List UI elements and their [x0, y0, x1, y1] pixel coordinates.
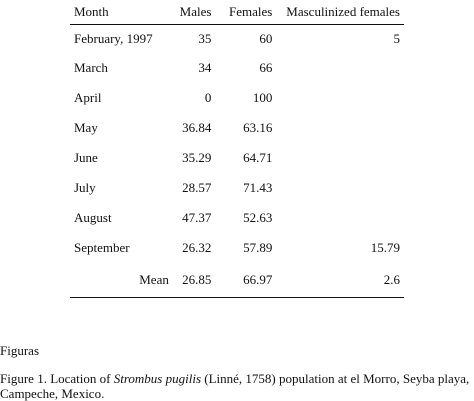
table-row: April 0 100: [70, 83, 404, 113]
cell-masculinized: [272, 173, 404, 203]
header-masculinized-females: Masculinized females: [272, 0, 404, 25]
header-row: Month Males Females Masculinized females: [70, 0, 404, 25]
cell-males: 34: [198, 60, 212, 75]
table-row: July 28.57 71.43: [70, 173, 404, 203]
cell-masculinized: 5: [393, 31, 401, 46]
header-males: Males: [168, 0, 212, 25]
cell-females: 100: [252, 90, 273, 105]
cell-month: August: [74, 210, 112, 225]
table-body: February, 1997 35 60 5 March 34 66 April…: [70, 25, 404, 298]
cell-masculinized: [272, 83, 404, 113]
cell-males: 0: [204, 90, 212, 105]
cell-masculinized: [272, 113, 404, 143]
cell-masculinized: [272, 53, 404, 83]
cell-month: March: [74, 60, 108, 75]
figure-caption: Figure 1. Location of Strombus pugilis (…: [0, 371, 470, 401]
mean-label: Mean: [70, 263, 169, 298]
table-row: May 36.84 63.16: [70, 113, 404, 143]
caption-prefix: Figure 1. Location of: [0, 371, 114, 386]
cell-month: June: [74, 150, 98, 165]
cell-males: 35.29: [182, 150, 212, 165]
caption-species: Strombus pugilis: [113, 371, 202, 386]
cell-masculinized: [272, 203, 404, 233]
cell-masculinized: [272, 143, 404, 173]
cell-month: July: [74, 180, 96, 195]
table-row: September 26.32 57.89 15.79: [70, 233, 404, 263]
mean-females: 66.97: [211, 263, 273, 298]
cell-males: 28.57: [182, 180, 212, 195]
table-row: March 34 66: [70, 53, 404, 83]
header-females: Females: [211, 0, 273, 25]
cell-month: April: [74, 90, 102, 105]
cell-females: 64.71: [243, 150, 273, 165]
cell-females: 63.16: [243, 120, 273, 135]
sex-ratio-table-container: Month Males Females Masculinized females…: [70, 0, 404, 298]
table-row: February, 1997 35 60 5: [70, 25, 404, 54]
sex-ratio-table: Month Males Females Masculinized females…: [70, 0, 404, 298]
cell-males: 26.32: [182, 240, 212, 255]
cell-month: September: [74, 240, 130, 255]
cell-females: 66: [259, 60, 273, 75]
header-month: Month: [70, 0, 169, 25]
cell-females: 71.43: [243, 180, 273, 195]
cell-month: May: [74, 120, 98, 135]
cell-females: 60: [259, 31, 273, 46]
cell-males: 36.84: [182, 120, 212, 135]
table-header: Month Males Females Masculinized females: [70, 0, 404, 25]
cell-males: 47.37: [182, 210, 212, 225]
mean-masculinized: 2.6: [272, 263, 404, 298]
cell-females: 52.63: [243, 210, 273, 225]
caption-suffix: (Linné, 1758) population at el Morro, Se…: [0, 371, 470, 401]
table-row: August 47.37 52.63: [70, 203, 404, 233]
table-row: June 35.29 64.71: [70, 143, 404, 173]
cell-month: February, 1997: [74, 31, 153, 46]
cell-males: 35: [198, 31, 212, 46]
cell-females: 57.89: [243, 240, 273, 255]
section-heading: Figuras: [0, 343, 39, 358]
mean-row: Mean 26.85 66.97 2.6: [70, 263, 404, 298]
cell-masculinized: 15.79: [370, 240, 400, 255]
mean-males: 26.85: [168, 263, 212, 298]
